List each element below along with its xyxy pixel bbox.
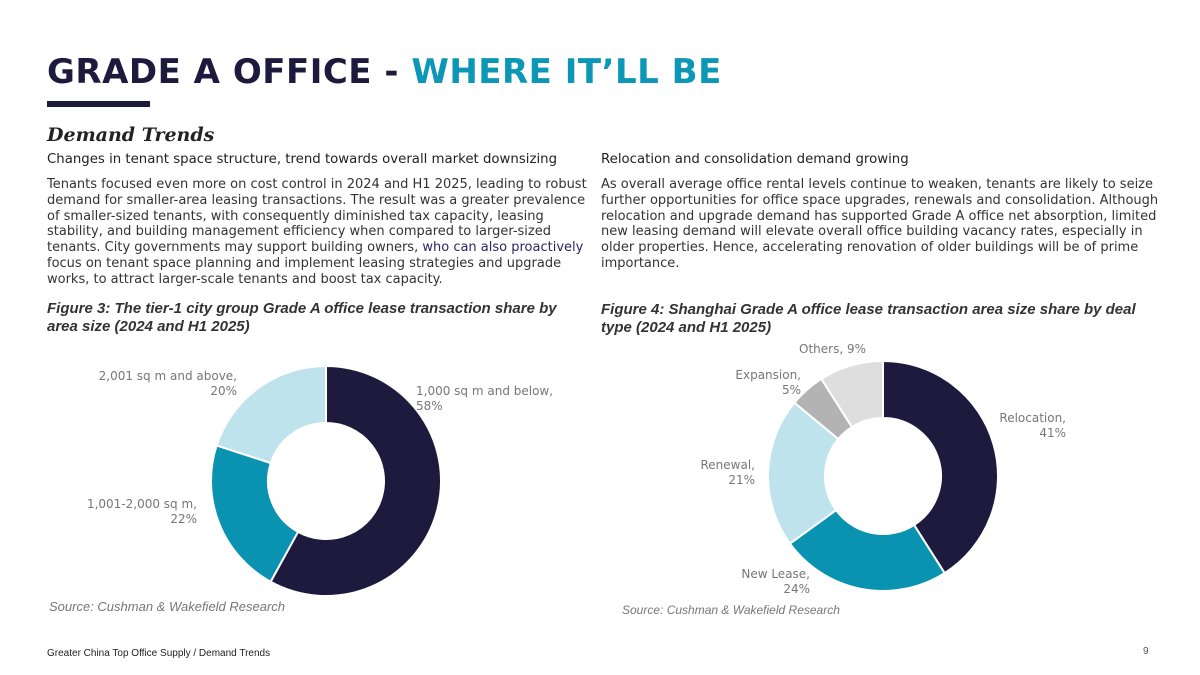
right-subheading: Relocation and consolidation demand grow…	[601, 152, 909, 167]
label-value: 58%	[416, 399, 443, 413]
page-title: GRADE A OFFICE - WHERE IT’LL BE	[47, 52, 722, 92]
title-underline	[47, 101, 150, 107]
label-relocation: Relocation, 41%	[999, 411, 1066, 441]
label-value: 5%	[781, 383, 801, 397]
left-subheading: Changes in tenant space structure, trend…	[47, 152, 558, 167]
right-paragraph: As overall average office rental levels …	[601, 177, 1159, 271]
label-expansion: Expansion, 5%	[735, 368, 801, 398]
label-text: 1,001-2,000 sq m,	[86, 497, 197, 511]
label-others: Others, 9%	[799, 342, 866, 356]
para-text: Tenants focused even more on cost contro…	[47, 177, 587, 256]
label-renewal: Renewal, 21%	[701, 458, 756, 488]
donut-slice-new-lease	[788, 508, 947, 592]
left-paragraph: Tenants focused even more on cost contro…	[47, 177, 592, 288]
label-value: 20%	[210, 384, 237, 398]
label-value: 21%	[728, 473, 755, 487]
title-main: GRADE A OFFICE -	[47, 52, 412, 92]
label-mid-area: 1,001-2,000 sq m, 22%	[87, 497, 197, 527]
footer-text: Greater China Top Office Supply / Demand…	[47, 648, 271, 659]
section-heading: Demand Trends	[47, 124, 215, 146]
donut-slice-1-000-sq-m-and-below	[269, 364, 442, 597]
label-text: Relocation,	[999, 411, 1066, 425]
title-accent: WHERE IT’LL BE	[411, 52, 722, 92]
label-value: 41%	[1039, 426, 1066, 440]
donut-slice-relocation	[882, 359, 999, 575]
figure-3-title: Figure 3: The tier-1 city group Grade A …	[47, 300, 557, 335]
figure-4-source: Source: Cushman & Wakefield Research	[622, 603, 840, 617]
label-large-area: 2,001 sq m and above, 20%	[99, 369, 237, 399]
label-text: 1,000 sq m and below,	[416, 384, 554, 398]
label-text: Expansion,	[735, 368, 801, 382]
page-number: 9	[1143, 646, 1149, 657]
figure-3-source: Source: Cushman & Wakefield Research	[49, 599, 286, 614]
label-small-area: 1,000 sq m and below, 58%	[416, 384, 553, 414]
donut-slice-1-001-2-000-sq-m	[210, 444, 300, 584]
para-highlight: who can also proactively	[422, 240, 584, 256]
label-value: 22%	[170, 512, 197, 526]
label-value: 24%	[783, 582, 810, 596]
label-text: New Lease,	[741, 567, 810, 581]
label-text: Renewal,	[700, 458, 756, 472]
para-text: focus on tenant space planning and imple…	[47, 255, 562, 287]
figure-4-title: Figure 4: Shanghai Grade A office lease …	[601, 301, 1136, 336]
donut-slice-others	[819, 359, 884, 429]
label-new-lease: New Lease, 24%	[741, 567, 810, 597]
donut-slice-2-001-sq-m-and-above	[215, 364, 327, 465]
label-text: 2,001 sq m and above,	[98, 369, 237, 383]
